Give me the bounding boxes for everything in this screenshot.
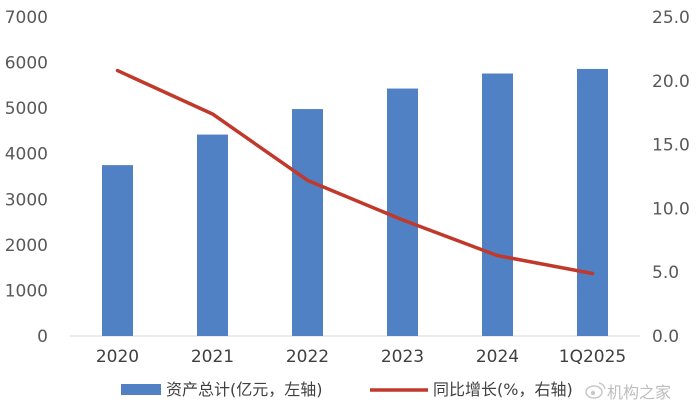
legend: 资产总计(亿元，左轴) 同比增长(%，右轴) bbox=[121, 380, 573, 399]
legend-label-line: 同比增长(%，右轴) bbox=[433, 380, 573, 399]
right-tick-label: 15.0 bbox=[652, 136, 690, 156]
watermark: 机构之家 bbox=[585, 382, 671, 402]
left-tick-label: 7000 bbox=[5, 8, 48, 28]
x-tick-label: 2020 bbox=[96, 347, 139, 367]
right-tick-label: 10.0 bbox=[652, 199, 690, 219]
watermark-text: 机构之家 bbox=[607, 383, 671, 402]
x-tick-label: 2021 bbox=[191, 347, 234, 367]
line-series bbox=[115, 68, 595, 276]
bar bbox=[102, 165, 133, 336]
left-tick-label: 6000 bbox=[5, 54, 48, 74]
left-axis: 0 1000 2000 3000 4000 5000 6000 7000 bbox=[5, 8, 48, 347]
legend-swatch-bar bbox=[121, 384, 161, 395]
x-axis-labels: 2020 2021 2022 2023 2024 1Q2025 bbox=[96, 347, 626, 367]
bar bbox=[197, 134, 228, 336]
x-tick-label: 2024 bbox=[476, 347, 519, 367]
x-tick-label: 1Q2025 bbox=[559, 347, 626, 367]
left-tick-label: 0 bbox=[37, 327, 48, 347]
left-tick-label: 1000 bbox=[5, 281, 48, 301]
bar bbox=[387, 88, 418, 336]
right-tick-label: 20.0 bbox=[652, 72, 690, 92]
right-axis: 0.0 5.0 10.0 15.0 20.0 25.0 bbox=[652, 8, 690, 347]
growth-line bbox=[115, 68, 595, 276]
x-tick-label: 2022 bbox=[286, 347, 329, 367]
legend-label-bar: 资产总计(亿元，左轴) bbox=[166, 380, 323, 399]
right-tick-label: 25.0 bbox=[652, 8, 690, 28]
weibo-logo-icon bbox=[585, 382, 606, 399]
left-tick-label: 2000 bbox=[5, 236, 48, 256]
left-tick-label: 4000 bbox=[5, 145, 48, 165]
left-tick-label: 5000 bbox=[5, 99, 48, 119]
left-tick-label: 3000 bbox=[5, 190, 48, 210]
right-tick-label: 0.0 bbox=[652, 327, 679, 347]
bar bbox=[577, 68, 608, 337]
bar bbox=[292, 109, 323, 336]
right-tick-label: 5.0 bbox=[652, 263, 679, 283]
bar-series bbox=[102, 68, 608, 337]
bar bbox=[482, 73, 513, 336]
x-tick-label: 2023 bbox=[381, 347, 424, 367]
